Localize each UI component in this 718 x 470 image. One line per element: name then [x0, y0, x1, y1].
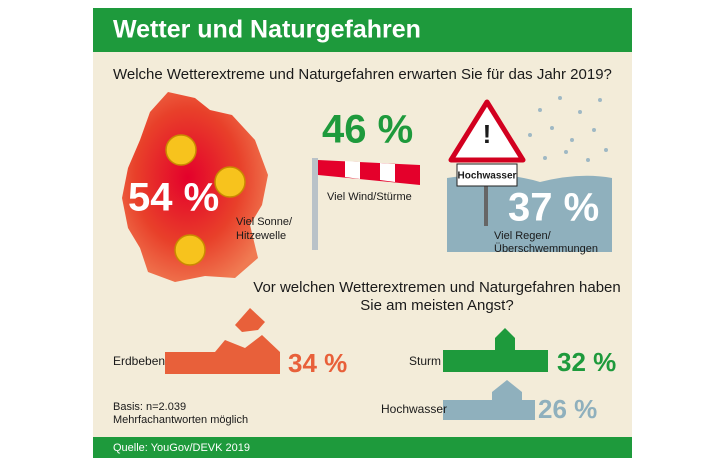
- basis: Mehrfachantworten möglich: [113, 414, 248, 426]
- label: Erdbeben: [113, 354, 165, 368]
- footer-bar: [93, 437, 632, 458]
- question: Vor welchen Wetterextremen und Naturgefa…: [253, 279, 620, 296]
- label: Überschwemmungen: [494, 243, 598, 255]
- label: Viel Sonne/: [236, 216, 293, 228]
- suns: [165, 134, 246, 266]
- flood-bar: [443, 400, 535, 420]
- label: Sturm: [409, 354, 441, 368]
- sign-post: [484, 186, 488, 226]
- pole: [312, 158, 318, 250]
- sign: [456, 163, 518, 187]
- value: 46 %: [322, 108, 413, 152]
- value: 37 %: [508, 186, 599, 230]
- warning-mark: !: [483, 119, 492, 149]
- label: Hitzewelle: [236, 230, 286, 242]
- value: 54 %: [128, 176, 219, 220]
- label: Hochwasser: [381, 402, 447, 416]
- question: Welche Wetterextreme und Naturgefahren e…: [113, 66, 612, 83]
- label: Viel Wind/Stürme: [327, 191, 412, 203]
- question: Sie am meisten Angst?: [360, 297, 513, 314]
- value: 34 %: [288, 348, 347, 378]
- house-icon: [235, 308, 265, 332]
- earthquake-bar: [165, 335, 280, 374]
- label: Viel Regen/: [494, 230, 552, 242]
- header-bar: [93, 8, 632, 52]
- source: Quelle: YouGov/DEVK 2019: [113, 442, 250, 454]
- water: [447, 174, 612, 252]
- storm-bar: [443, 350, 548, 372]
- windsock-stripes: [345, 161, 395, 182]
- value: 32 %: [557, 347, 616, 377]
- rain: [528, 96, 608, 162]
- map: [122, 92, 268, 282]
- value: 26 %: [538, 394, 597, 424]
- house-icon: [492, 380, 522, 400]
- house-icon: [495, 328, 515, 350]
- warning-sign: [448, 99, 526, 163]
- title: Wetter und Naturgefahren: [113, 16, 421, 44]
- basis: Basis: n=2.039: [113, 401, 186, 413]
- sign-text: Hochwasser: [458, 171, 517, 182]
